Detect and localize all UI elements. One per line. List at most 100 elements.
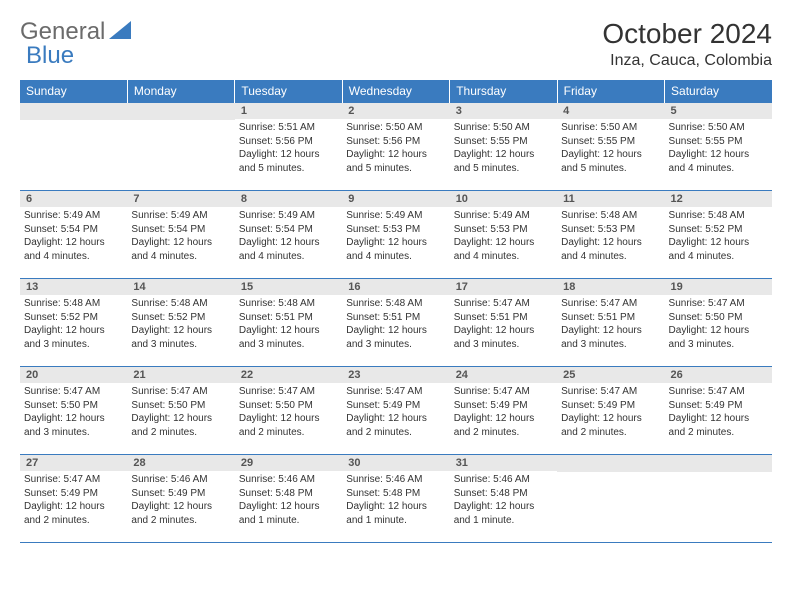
- calendar-cell: 26Sunrise: 5:47 AMSunset: 5:49 PMDayligh…: [665, 367, 772, 455]
- day-body: Sunrise: 5:47 AMSunset: 5:51 PMDaylight:…: [450, 295, 557, 355]
- day-body: Sunrise: 5:47 AMSunset: 5:50 PMDaylight:…: [127, 383, 234, 443]
- header: General October 2024 Inza, Cauca, Colomb…: [20, 18, 772, 70]
- weekday-header: Tuesday: [235, 80, 342, 103]
- day-number: 24: [450, 367, 557, 383]
- calendar-cell: 24Sunrise: 5:47 AMSunset: 5:49 PMDayligh…: [450, 367, 557, 455]
- day-number-empty: [20, 103, 127, 120]
- calendar-cell: 7Sunrise: 5:49 AMSunset: 5:54 PMDaylight…: [127, 191, 234, 279]
- day-body: Sunrise: 5:46 AMSunset: 5:48 PMDaylight:…: [235, 471, 342, 531]
- day-number-empty: [557, 455, 664, 472]
- day-body: Sunrise: 5:49 AMSunset: 5:54 PMDaylight:…: [127, 207, 234, 267]
- day-body: Sunrise: 5:47 AMSunset: 5:49 PMDaylight:…: [557, 383, 664, 443]
- day-number: 2: [342, 103, 449, 119]
- day-number: 17: [450, 279, 557, 295]
- day-number: 20: [20, 367, 127, 383]
- day-body: Sunrise: 5:47 AMSunset: 5:50 PMDaylight:…: [665, 295, 772, 355]
- day-body: Sunrise: 5:46 AMSunset: 5:48 PMDaylight:…: [342, 471, 449, 531]
- calendar-cell: 19Sunrise: 5:47 AMSunset: 5:50 PMDayligh…: [665, 279, 772, 367]
- day-body: Sunrise: 5:49 AMSunset: 5:53 PMDaylight:…: [342, 207, 449, 267]
- day-body: Sunrise: 5:47 AMSunset: 5:49 PMDaylight:…: [450, 383, 557, 443]
- calendar-cell: 18Sunrise: 5:47 AMSunset: 5:51 PMDayligh…: [557, 279, 664, 367]
- calendar-row: 27Sunrise: 5:47 AMSunset: 5:49 PMDayligh…: [20, 455, 772, 543]
- weekday-header: Sunday: [20, 80, 127, 103]
- weekday-header: Monday: [127, 80, 234, 103]
- day-number: 3: [450, 103, 557, 119]
- weekday-header: Thursday: [450, 80, 557, 103]
- day-number: 26: [665, 367, 772, 383]
- day-number: 27: [20, 455, 127, 471]
- day-number: 8: [235, 191, 342, 207]
- day-number: 22: [235, 367, 342, 383]
- day-body: Sunrise: 5:47 AMSunset: 5:49 PMDaylight:…: [342, 383, 449, 443]
- calendar-cell: [557, 455, 664, 543]
- day-body: Sunrise: 5:47 AMSunset: 5:51 PMDaylight:…: [557, 295, 664, 355]
- day-body: Sunrise: 5:48 AMSunset: 5:52 PMDaylight:…: [127, 295, 234, 355]
- weekday-header: Wednesday: [342, 80, 449, 103]
- day-body: Sunrise: 5:48 AMSunset: 5:52 PMDaylight:…: [665, 207, 772, 267]
- day-body: Sunrise: 5:46 AMSunset: 5:48 PMDaylight:…: [450, 471, 557, 531]
- calendar-cell: 17Sunrise: 5:47 AMSunset: 5:51 PMDayligh…: [450, 279, 557, 367]
- location: Inza, Cauca, Colombia: [602, 52, 772, 70]
- day-body: Sunrise: 5:49 AMSunset: 5:54 PMDaylight:…: [20, 207, 127, 267]
- day-body: Sunrise: 5:50 AMSunset: 5:55 PMDaylight:…: [450, 119, 557, 179]
- day-body: Sunrise: 5:48 AMSunset: 5:51 PMDaylight:…: [342, 295, 449, 355]
- calendar-cell: 21Sunrise: 5:47 AMSunset: 5:50 PMDayligh…: [127, 367, 234, 455]
- calendar-cell: 31Sunrise: 5:46 AMSunset: 5:48 PMDayligh…: [450, 455, 557, 543]
- day-number: 6: [20, 191, 127, 207]
- calendar-cell: 10Sunrise: 5:49 AMSunset: 5:53 PMDayligh…: [450, 191, 557, 279]
- calendar-cell: 25Sunrise: 5:47 AMSunset: 5:49 PMDayligh…: [557, 367, 664, 455]
- day-number: 7: [127, 191, 234, 207]
- calendar-row: 1Sunrise: 5:51 AMSunset: 5:56 PMDaylight…: [20, 103, 772, 191]
- day-body: Sunrise: 5:51 AMSunset: 5:56 PMDaylight:…: [235, 119, 342, 179]
- day-body: Sunrise: 5:50 AMSunset: 5:55 PMDaylight:…: [665, 119, 772, 179]
- weekday-header: Friday: [557, 80, 664, 103]
- calendar-cell: 13Sunrise: 5:48 AMSunset: 5:52 PMDayligh…: [20, 279, 127, 367]
- day-number: 15: [235, 279, 342, 295]
- title-block: October 2024 Inza, Cauca, Colombia: [602, 18, 772, 70]
- calendar-cell: 28Sunrise: 5:46 AMSunset: 5:49 PMDayligh…: [127, 455, 234, 543]
- day-number: 31: [450, 455, 557, 471]
- day-number: 21: [127, 367, 234, 383]
- day-number-empty: [665, 455, 772, 472]
- calendar-cell: 4Sunrise: 5:50 AMSunset: 5:55 PMDaylight…: [557, 103, 664, 191]
- calendar-cell: [127, 103, 234, 191]
- calendar-table: SundayMondayTuesdayWednesdayThursdayFrid…: [20, 80, 772, 543]
- day-body: Sunrise: 5:50 AMSunset: 5:55 PMDaylight:…: [557, 119, 664, 179]
- calendar-cell: 6Sunrise: 5:49 AMSunset: 5:54 PMDaylight…: [20, 191, 127, 279]
- day-number: 28: [127, 455, 234, 471]
- logo-triangle-icon: [109, 21, 131, 44]
- calendar-cell: 3Sunrise: 5:50 AMSunset: 5:55 PMDaylight…: [450, 103, 557, 191]
- day-number: 13: [20, 279, 127, 295]
- calendar-cell: 11Sunrise: 5:48 AMSunset: 5:53 PMDayligh…: [557, 191, 664, 279]
- day-number: 14: [127, 279, 234, 295]
- day-number: 10: [450, 191, 557, 207]
- calendar-cell: 30Sunrise: 5:46 AMSunset: 5:48 PMDayligh…: [342, 455, 449, 543]
- day-number: 4: [557, 103, 664, 119]
- day-number: 30: [342, 455, 449, 471]
- day-body: Sunrise: 5:48 AMSunset: 5:51 PMDaylight:…: [235, 295, 342, 355]
- calendar-head: SundayMondayTuesdayWednesdayThursdayFrid…: [20, 80, 772, 103]
- calendar-cell: 23Sunrise: 5:47 AMSunset: 5:49 PMDayligh…: [342, 367, 449, 455]
- calendar-cell: 22Sunrise: 5:47 AMSunset: 5:50 PMDayligh…: [235, 367, 342, 455]
- day-number: 29: [235, 455, 342, 471]
- logo-text-blue: Blue: [26, 42, 74, 69]
- logo-blue-wrap: Blue: [26, 42, 74, 70]
- day-number: 5: [665, 103, 772, 119]
- day-number: 18: [557, 279, 664, 295]
- calendar-row: 20Sunrise: 5:47 AMSunset: 5:50 PMDayligh…: [20, 367, 772, 455]
- calendar-cell: 8Sunrise: 5:49 AMSunset: 5:54 PMDaylight…: [235, 191, 342, 279]
- weekday-header: Saturday: [665, 80, 772, 103]
- day-body: Sunrise: 5:49 AMSunset: 5:54 PMDaylight:…: [235, 207, 342, 267]
- calendar-body: 1Sunrise: 5:51 AMSunset: 5:56 PMDaylight…: [20, 103, 772, 543]
- calendar-cell: 29Sunrise: 5:46 AMSunset: 5:48 PMDayligh…: [235, 455, 342, 543]
- day-body: Sunrise: 5:47 AMSunset: 5:50 PMDaylight:…: [20, 383, 127, 443]
- calendar-cell: 5Sunrise: 5:50 AMSunset: 5:55 PMDaylight…: [665, 103, 772, 191]
- day-number: 25: [557, 367, 664, 383]
- calendar-row: 13Sunrise: 5:48 AMSunset: 5:52 PMDayligh…: [20, 279, 772, 367]
- day-number-empty: [127, 103, 234, 120]
- day-number: 19: [665, 279, 772, 295]
- day-body: Sunrise: 5:48 AMSunset: 5:53 PMDaylight:…: [557, 207, 664, 267]
- calendar-cell: 2Sunrise: 5:50 AMSunset: 5:56 PMDaylight…: [342, 103, 449, 191]
- day-number: 9: [342, 191, 449, 207]
- day-number: 16: [342, 279, 449, 295]
